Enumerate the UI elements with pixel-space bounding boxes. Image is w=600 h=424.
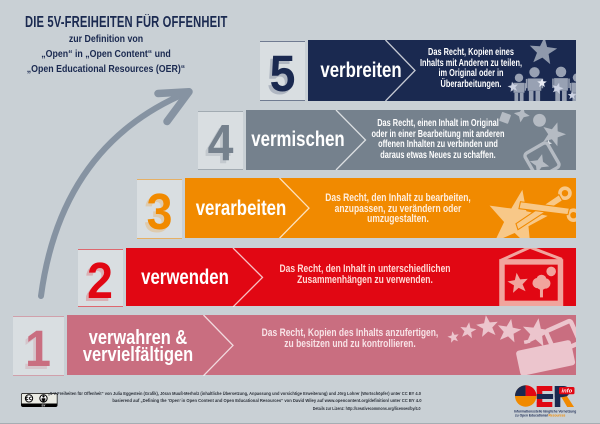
svg-text:BY: BY — [42, 403, 46, 407]
svg-text:info: info — [561, 389, 572, 395]
